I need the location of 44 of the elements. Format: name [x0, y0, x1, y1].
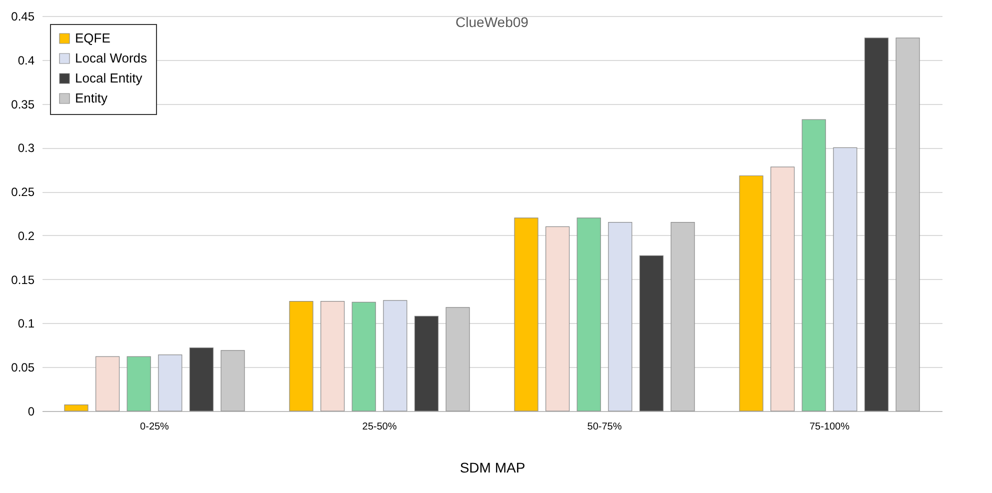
y-tick-label: 0.2	[18, 228, 35, 243]
x-tick-label: 25-50%	[362, 422, 397, 432]
legend-label: EQFE	[75, 30, 111, 46]
bar	[514, 218, 538, 412]
y-tick-label: 0.25	[11, 185, 35, 200]
bar	[833, 147, 858, 412]
bar	[126, 356, 151, 412]
y-tick-label: 0.1	[18, 316, 35, 331]
bar	[802, 119, 826, 412]
bar	[739, 175, 764, 412]
legend-label: Local Entity	[75, 70, 143, 86]
y-tick-label: 0.15	[11, 272, 35, 287]
bar	[639, 255, 664, 412]
bar	[546, 226, 570, 412]
chart-title: ClueWeb09	[456, 14, 529, 30]
bar	[383, 300, 408, 412]
bar	[189, 348, 214, 412]
x-tick-label: 75-100%	[809, 422, 850, 432]
y-tick-label: 0.4	[18, 53, 35, 68]
x-tick-label: 50-75%	[587, 422, 622, 432]
bar	[446, 307, 470, 412]
bar	[414, 316, 438, 412]
bar	[289, 300, 314, 412]
bar	[896, 38, 920, 412]
bar	[770, 166, 795, 412]
y-tick-label: 0.3	[18, 141, 35, 156]
bar	[320, 300, 345, 412]
legend-label: Local Words	[75, 50, 148, 66]
y-tick-label: 0.45	[11, 10, 35, 24]
bar	[158, 354, 182, 412]
bar	[220, 350, 245, 412]
legend-label: Entity	[75, 90, 108, 106]
y-tick-label: 0	[28, 404, 35, 418]
x-axis-title: SDM MAP	[460, 460, 526, 476]
bar	[352, 302, 376, 412]
y-tick-label: 0.35	[11, 97, 35, 112]
bar	[670, 222, 695, 412]
bar	[576, 218, 601, 412]
x-tick-label: 0-25%	[140, 422, 170, 432]
bar	[96, 356, 120, 412]
bar	[608, 222, 632, 412]
y-tick-label: 0.05	[11, 360, 35, 375]
bar	[864, 38, 888, 412]
bar	[64, 404, 88, 412]
